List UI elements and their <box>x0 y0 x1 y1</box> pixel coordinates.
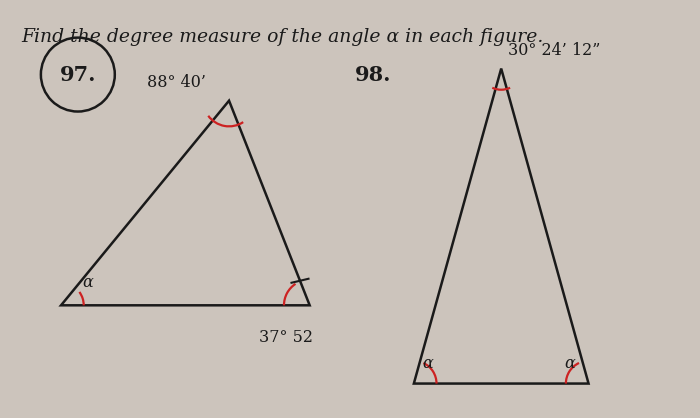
Text: 98.: 98. <box>356 64 392 84</box>
Text: 37° 52: 37° 52 <box>259 329 313 347</box>
Text: 97.: 97. <box>60 64 96 84</box>
Text: α: α <box>423 354 433 372</box>
Text: α: α <box>564 354 575 372</box>
Text: Find the degree measure of the angle α in each figure.: Find the degree measure of the angle α i… <box>22 28 544 46</box>
Text: 88° 40’: 88° 40’ <box>146 74 206 91</box>
Text: α: α <box>83 274 93 291</box>
Text: 30° 24’ 12”: 30° 24’ 12” <box>508 41 601 59</box>
